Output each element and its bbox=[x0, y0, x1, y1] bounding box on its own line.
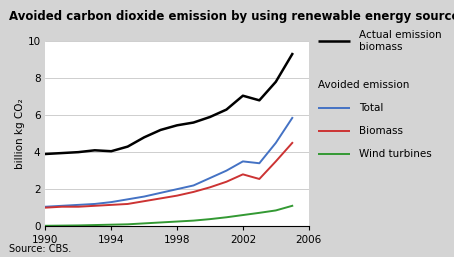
Text: Biomass: Biomass bbox=[359, 126, 403, 136]
Y-axis label: billion kg CO₂: billion kg CO₂ bbox=[15, 98, 25, 169]
Text: Avoided carbon dioxide emission by using renewable energy sources: Avoided carbon dioxide emission by using… bbox=[9, 10, 454, 23]
Text: Avoided emission: Avoided emission bbox=[318, 80, 409, 90]
Text: Actual emission
biomass: Actual emission biomass bbox=[359, 30, 441, 52]
Text: Total: Total bbox=[359, 103, 383, 113]
Text: Wind turbines: Wind turbines bbox=[359, 149, 431, 159]
Text: Source: CBS.: Source: CBS. bbox=[9, 244, 71, 254]
